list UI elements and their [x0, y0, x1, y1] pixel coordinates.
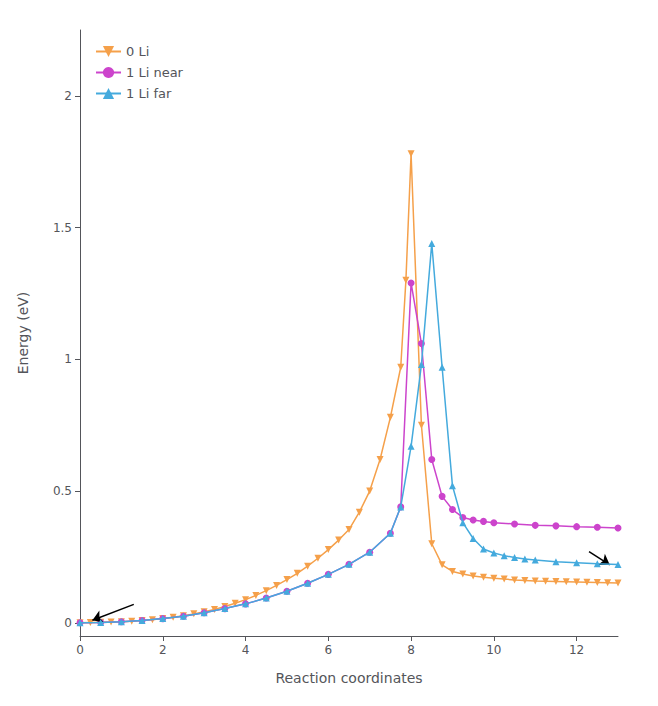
svg-text:0: 0 [76, 643, 84, 657]
svg-text:4: 4 [242, 643, 250, 657]
svg-text:10: 10 [486, 643, 501, 657]
svg-text:2: 2 [159, 643, 167, 657]
svg-text:1 Li near: 1 Li near [126, 65, 184, 80]
svg-text:6: 6 [324, 643, 332, 657]
svg-text:1: 1 [64, 352, 72, 366]
svg-text:2: 2 [64, 89, 72, 103]
svg-text:12: 12 [569, 643, 584, 657]
svg-text:1.5: 1.5 [53, 221, 72, 235]
svg-text:0 Li: 0 Li [126, 44, 149, 59]
svg-text:0.5: 0.5 [53, 484, 72, 498]
svg-text:1 Li far: 1 Li far [126, 86, 172, 101]
svg-text:Reaction coordinates: Reaction coordinates [275, 670, 422, 686]
svg-text:8: 8 [407, 643, 415, 657]
svg-text:0: 0 [64, 616, 72, 630]
svg-text:Energy (eV): Energy (eV) [15, 292, 31, 375]
